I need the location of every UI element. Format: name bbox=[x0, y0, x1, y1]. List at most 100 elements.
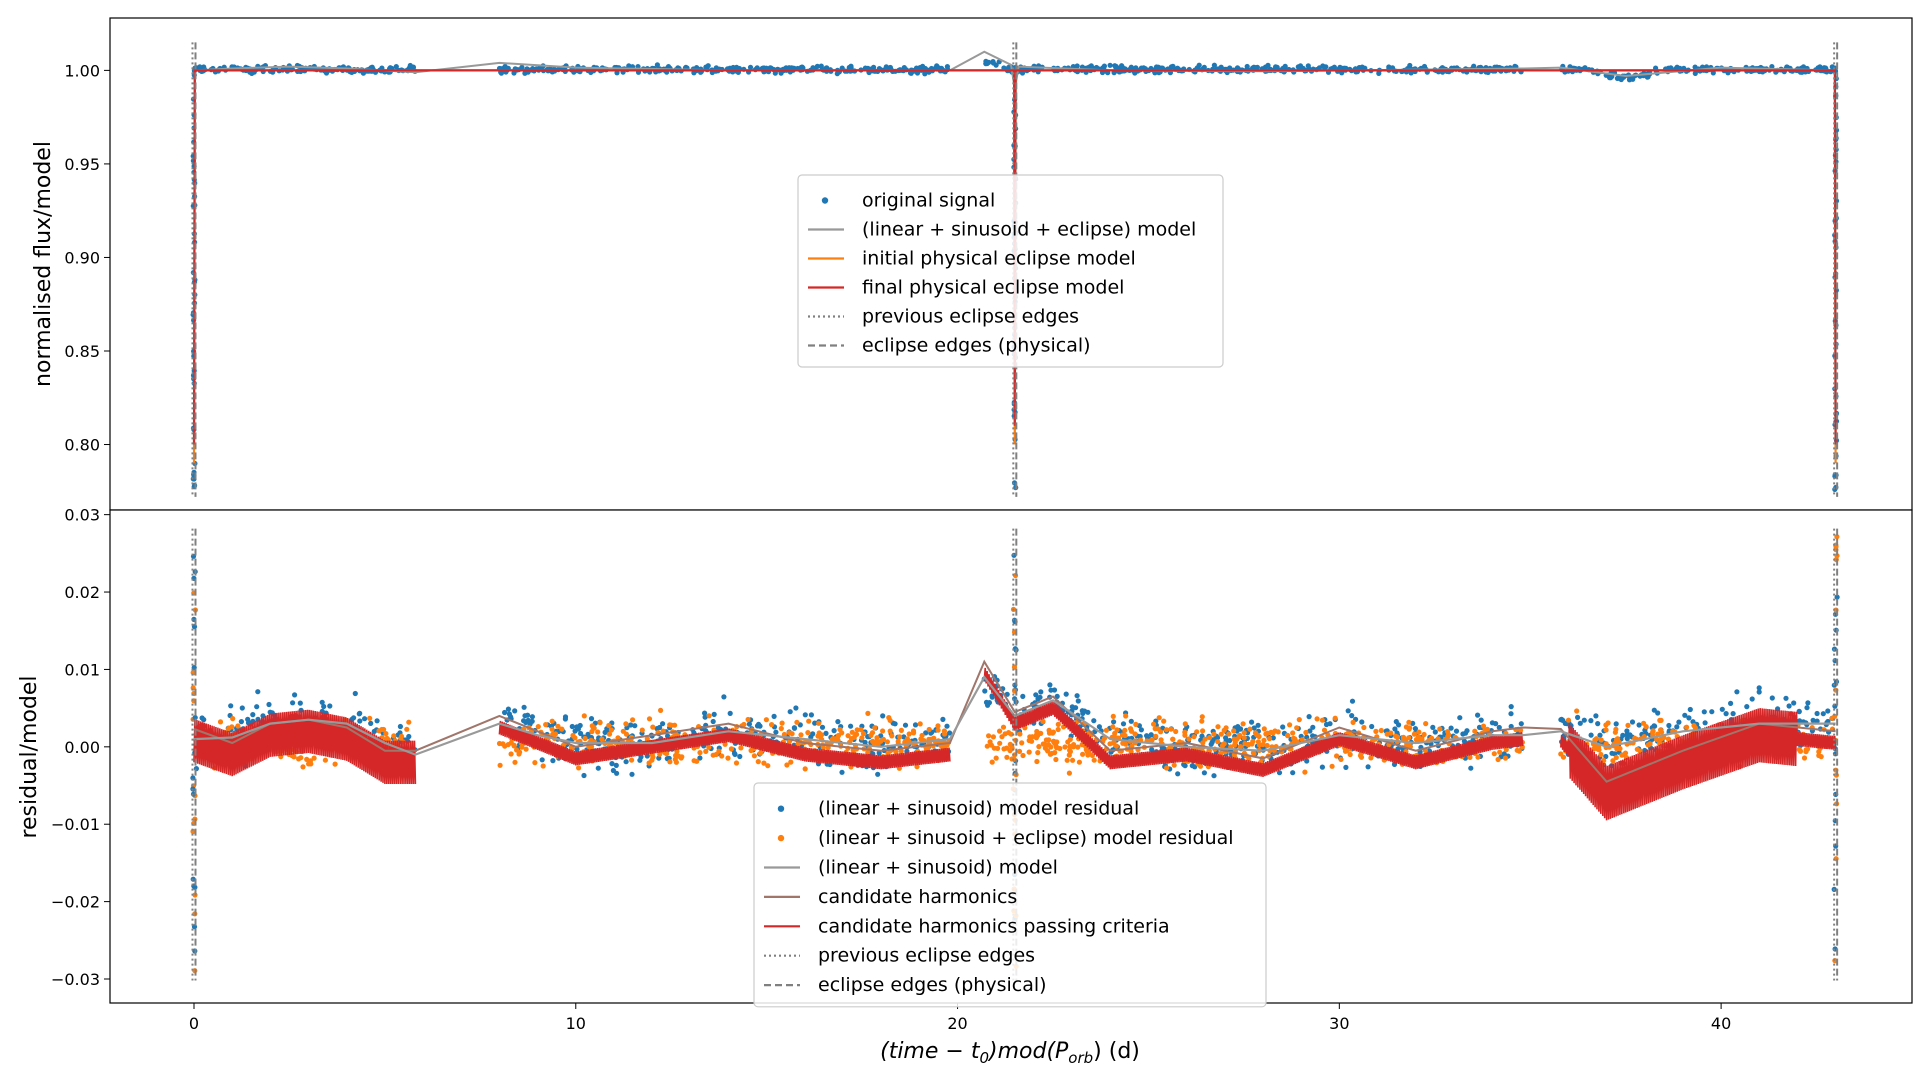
sinusoid-residual-point bbox=[1319, 764, 1325, 770]
eclipse-residual-point bbox=[582, 735, 588, 742]
sinusoid-residual-point bbox=[1276, 770, 1283, 776]
original-signal-point bbox=[1019, 70, 1026, 76]
top-legend: original signal (linear + sinusoid + ecli… bbox=[797, 174, 1224, 368]
x-tick-label: 40 bbox=[1711, 1014, 1731, 1033]
eclipse-residual-point bbox=[1413, 737, 1419, 743]
sinusoid-residual-point bbox=[702, 714, 708, 720]
eclipse-residual-point bbox=[549, 726, 555, 732]
original-signal-point bbox=[705, 63, 711, 69]
eclipse-residual-point bbox=[805, 730, 811, 736]
eclipse-residual-point bbox=[1350, 719, 1356, 726]
eclipse-residual-point bbox=[1319, 717, 1325, 723]
sinusoid-residual-point bbox=[1804, 705, 1810, 711]
original-signal-point bbox=[1668, 65, 1674, 71]
eclipse-residual-point bbox=[1384, 731, 1390, 737]
legend-label: initial physical eclipse model bbox=[862, 248, 1136, 270]
eclipse-residual-point bbox=[1338, 756, 1344, 763]
sinusoid-residual-point bbox=[1251, 725, 1257, 731]
sinusoid-residual-point bbox=[1128, 718, 1134, 724]
eclipse-residual-point bbox=[1119, 732, 1125, 738]
eclipse-residual-point bbox=[1603, 727, 1609, 733]
sinusoid-residual-point bbox=[292, 692, 298, 698]
eclipse-residual-point bbox=[311, 755, 317, 761]
eclipse-residual-point bbox=[512, 759, 518, 765]
sinusoid-residual-point bbox=[1306, 714, 1312, 720]
eclipse-residual-point bbox=[497, 762, 503, 768]
sinusoid-residual-point bbox=[727, 710, 733, 717]
eclipse-residual-point bbox=[910, 728, 917, 734]
eclipse-residual-point bbox=[559, 726, 565, 732]
eclipse-residual-point bbox=[230, 716, 236, 722]
sinusoid-residual-point bbox=[1624, 728, 1630, 734]
original-signal-point bbox=[1421, 63, 1428, 70]
eclipse-residual-point bbox=[878, 738, 884, 744]
eclipse-residual-point bbox=[1038, 730, 1044, 737]
sinusoid-residual-point bbox=[1682, 712, 1688, 718]
eclipse-residual-point bbox=[919, 732, 925, 739]
sinusoid-residual-point bbox=[327, 703, 333, 709]
sinusoid-residual-point bbox=[1111, 719, 1117, 725]
eclipse-residual-point bbox=[722, 741, 728, 747]
eclipse-residual-point bbox=[858, 727, 864, 733]
sinusoid-residual-point bbox=[1369, 723, 1375, 730]
eclipse-residual-point bbox=[1035, 750, 1041, 756]
eclipse-residual-point bbox=[917, 721, 923, 727]
eclipse-residual-point bbox=[765, 763, 771, 769]
sinusoid-residual-point bbox=[1120, 721, 1127, 727]
sinusoid-residual-point bbox=[1674, 724, 1680, 730]
eclipse-residual-point bbox=[672, 756, 678, 763]
sinusoid-residual-point bbox=[1189, 763, 1195, 769]
eclipse-residual-point bbox=[1219, 743, 1226, 749]
original-signal-point bbox=[1153, 64, 1160, 70]
eclipse-residual-point bbox=[728, 746, 735, 752]
original-signal-point bbox=[1630, 76, 1636, 82]
eclipse-residual-point bbox=[595, 729, 601, 735]
eclipse-residual-point bbox=[1114, 727, 1120, 733]
sinusoid-residual-point bbox=[637, 757, 643, 763]
eclipse-residual-point bbox=[1406, 735, 1412, 741]
sinusoid-residual-point bbox=[578, 730, 584, 737]
eclipse-residual-point bbox=[873, 738, 880, 744]
eclipse-residual-point bbox=[1625, 722, 1631, 729]
eclipse-residual-point bbox=[1593, 736, 1599, 742]
original-signal-point bbox=[848, 63, 854, 69]
original-signal-point bbox=[249, 70, 255, 76]
sinusoid-residual-point bbox=[539, 757, 545, 763]
sinusoid-residual-point bbox=[1091, 718, 1097, 724]
eclipse-residual-point bbox=[1170, 736, 1176, 742]
sinusoid-residual-point bbox=[255, 689, 261, 695]
sinusoid-residual-point bbox=[802, 712, 808, 718]
sinusoid-residual-point bbox=[1476, 724, 1483, 731]
sinusoid-residual-point bbox=[1627, 732, 1633, 738]
sinusoid-residual-point bbox=[352, 690, 358, 697]
legend-label: original signal bbox=[862, 190, 995, 212]
eclipse-residual-point bbox=[404, 726, 410, 732]
eclipse-residual-point bbox=[1242, 740, 1248, 747]
eclipse-residual-point bbox=[1055, 726, 1061, 733]
eclipse-residual-point bbox=[519, 744, 525, 750]
sinusoid-residual-point bbox=[397, 723, 403, 730]
eclipse-residual-point bbox=[751, 753, 758, 759]
eclipse-residual-point bbox=[496, 740, 503, 747]
sinusoid-residual-point bbox=[1359, 719, 1365, 725]
sinusoid-residual-point bbox=[947, 730, 953, 736]
eclipse-residual-point bbox=[1001, 746, 1007, 752]
sinusoid-residual-point bbox=[1468, 765, 1474, 771]
eclipse-residual-point bbox=[935, 727, 941, 733]
eclipse-residual-point bbox=[999, 734, 1005, 740]
eclipse-residual-point bbox=[1429, 735, 1435, 741]
sinusoid-residual-point bbox=[1037, 694, 1043, 700]
eclipse-residual-point bbox=[784, 762, 790, 768]
edge-residual-point bbox=[1834, 534, 1840, 540]
sinusoid-residual-point bbox=[1749, 696, 1755, 702]
eclipse-residual-point bbox=[1033, 735, 1039, 741]
x-axis-label: (time − t0)mod(Porb) (d) bbox=[880, 1039, 1140, 1067]
eclipse-residual-point bbox=[1036, 744, 1042, 750]
eclipse-residual-point bbox=[406, 719, 412, 725]
sinusoid-residual-point bbox=[1820, 711, 1826, 717]
sinusoid-residual-point bbox=[944, 723, 950, 729]
sinusoid-residual-point bbox=[1280, 724, 1286, 730]
eclipse-residual-point bbox=[1017, 731, 1023, 737]
original-signal-point bbox=[503, 65, 509, 71]
